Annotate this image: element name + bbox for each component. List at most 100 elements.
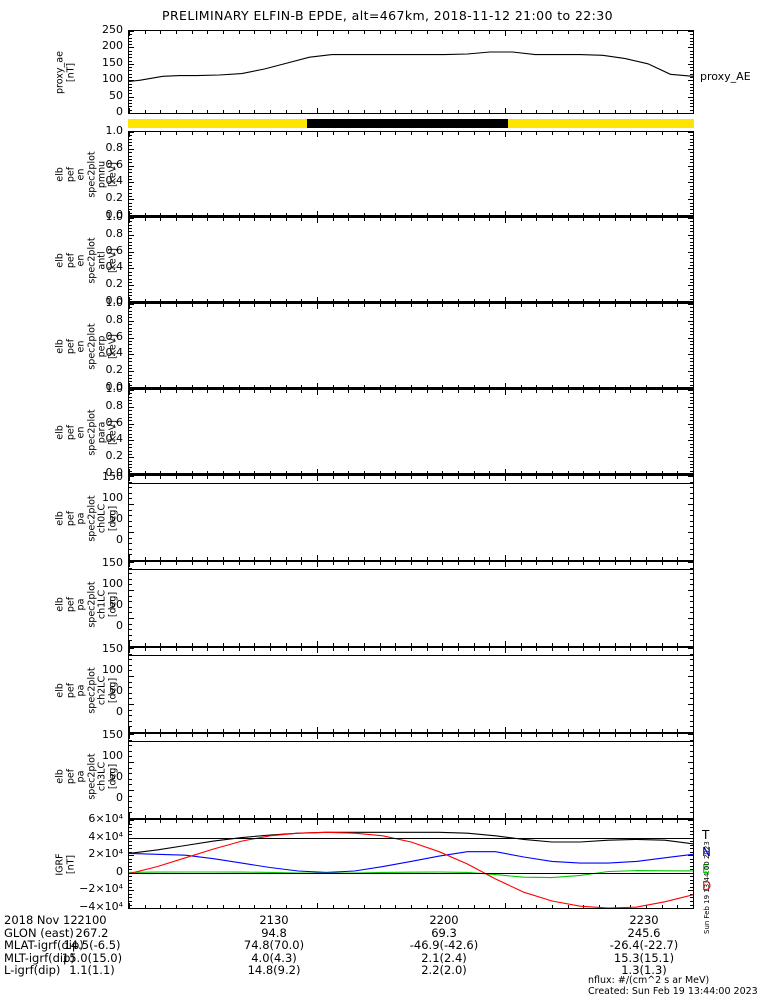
pa-guide-line	[129, 568, 693, 570]
series-T	[129, 831, 693, 854]
panel-pef-pa-ch2lc	[128, 647, 694, 733]
y-tick-label: 100	[102, 72, 123, 86]
y-axis-title-wrap: elb pef en spec2plot perp [keV]	[44, 315, 130, 378]
y-axis-title: proxy_ae [nT]	[54, 50, 76, 94]
y-axis-title-wrap: elb pef en spec2plot pmnu [keV]	[44, 143, 130, 206]
panel-ticks	[129, 562, 694, 647]
series-proxy_AE	[129, 51, 693, 83]
pa-guide-line	[129, 740, 693, 742]
y-axis-title-wrap: elb pef pa spec2plot ch1LC [deg]	[44, 573, 130, 636]
panel-ticks	[129, 734, 694, 819]
y-tick-label: 0.6	[105, 243, 124, 257]
y-axis-title: elb pef pa spec2plot ch3LC [deg]	[54, 752, 118, 800]
footer-row-label: L-igrf(dip)	[4, 963, 61, 978]
footer-cell: 2100	[77, 913, 107, 927]
y-axis-title: elb pef pa spec2plot ch1LC [deg]	[54, 580, 118, 628]
y-axis-title-wrap: IGRF [nT]	[21, 853, 111, 875]
y-tick-label: 0	[116, 791, 123, 805]
y-tick-label: 0	[116, 105, 123, 118]
y-tick-label: 50	[109, 598, 123, 612]
footer-cell: -26.4(-22.7)	[609, 938, 679, 953]
footer-cell: 1.1(1.1)	[69, 963, 115, 978]
footer-cell: 2130	[259, 913, 289, 927]
footer-cell: -46.9(-42.6)	[409, 938, 479, 953]
y-tick-label: 0.4	[105, 432, 124, 446]
y-axis-title-wrap: elb pef pa spec2plot ch2LC [deg]	[44, 659, 130, 722]
page-title: PRELIMINARY ELFIN-B EPDE, alt=467km, 201…	[162, 8, 613, 23]
y-tick-label: 100	[102, 577, 123, 591]
y-tick-label: 100	[102, 749, 123, 763]
y-tick-label: 6×10⁴	[88, 812, 123, 825]
y-tick-label: 100	[102, 491, 123, 505]
y-tick-label: 0.8	[105, 140, 124, 154]
y-tick-label: 0.4	[105, 174, 124, 188]
footer-cell: 2200	[429, 913, 459, 927]
y-tick-label: 0.2	[105, 277, 124, 291]
footer-cell: 74.8(70.0)	[243, 938, 305, 953]
footer-cell: 15.0(15.0)	[61, 950, 123, 965]
footer-cell: 1.3(1.3)	[621, 963, 667, 978]
proxy-ae-legend-label: proxy_AE	[700, 70, 751, 83]
y-tick-label: 0.0	[105, 294, 124, 307]
footer-cell: 14.5(-6.5)	[63, 938, 121, 953]
y-tick-label: 0.4	[105, 260, 124, 274]
y-tick-label: 0.6	[105, 329, 124, 343]
series-N	[129, 851, 693, 873]
y-tick-label: 1.0	[105, 382, 124, 395]
y-tick-label: 1.0	[105, 210, 124, 223]
igrf-legend-E: E	[702, 862, 710, 876]
y-tick-label: 0.4	[105, 346, 124, 360]
y-axis-title-wrap: elb pef en spec2plot para [keV]	[44, 401, 130, 464]
panel-pef-en-pmnu	[128, 131, 694, 217]
y-tick-label: 200	[102, 39, 123, 53]
y-tick-label: 250	[102, 23, 123, 36]
y-tick-label: 0.8	[105, 312, 124, 326]
igrf-legend-T: T	[702, 828, 710, 842]
footer-cell: 15.3(15.1)	[613, 950, 675, 965]
y-axis-title: elb pef en spec2plot para [keV]	[54, 408, 118, 456]
footer-cell: 2.2(2.0)	[421, 963, 467, 978]
y-axis-title: elb pef en spec2plot antl [keV]	[54, 236, 118, 284]
igrf-upper-line	[129, 837, 693, 839]
panel-ticks	[129, 476, 694, 561]
footer-notes: nflux: #/(cm^2 s ar MeV) Created: Sun Fe…	[588, 975, 758, 997]
y-axis-title-wrap: elb pef pa spec2plot ch0LC [deg]	[44, 487, 130, 550]
panel-ticks	[129, 304, 694, 389]
panel-ticks	[129, 390, 694, 475]
y-tick-label: 0.8	[105, 226, 124, 240]
y-tick-label: 2×10⁴	[88, 847, 123, 861]
footer-cell: 94.8	[261, 925, 287, 940]
y-tick-label: −4×10⁴	[79, 900, 123, 913]
y-tick-label: 1.0	[105, 296, 124, 309]
panel-pef-en-perp	[128, 303, 694, 389]
energy-guide-line	[129, 301, 693, 302]
energy-guide-line	[129, 473, 693, 474]
y-axis-title: elb pef pa spec2plot ch2LC [deg]	[54, 666, 118, 714]
y-axis-title-wrap: elb pef en spec2plot antl [keV]	[44, 229, 130, 292]
y-tick-label: 150	[102, 642, 123, 656]
panel-pef-en-para	[128, 389, 694, 475]
pa-guide-line	[129, 482, 693, 484]
footer-cell: 245.6	[627, 925, 661, 940]
y-tick-label: 0.0	[105, 466, 124, 479]
y-tick-label: 50	[109, 512, 123, 526]
y-tick-label: 50	[109, 88, 123, 102]
y-tick-label: 150	[102, 728, 123, 742]
energy-guide-line	[129, 215, 693, 216]
footer-cell: 4.0(4.3)	[251, 950, 297, 965]
y-axis-title-wrap: elb pef pa spec2plot ch3LC [deg]	[44, 745, 130, 808]
footer-row-label: MLT-igrf(dip)	[4, 950, 75, 965]
y-tick-label: 4×10⁴	[88, 829, 123, 843]
y-tick-label: 0.8	[105, 398, 124, 412]
y-tick-label: 150	[102, 55, 123, 69]
igrf-zero-line	[129, 872, 693, 874]
y-tick-label: −2×10⁴	[79, 882, 123, 896]
series-layer	[129, 831, 693, 908]
y-tick-label: 0.0	[105, 208, 124, 221]
panel-pef-pa-ch0lc	[128, 475, 694, 561]
y-tick-label: 0.6	[105, 415, 124, 429]
footer-cell: 2230	[629, 913, 659, 927]
y-tick-label: 0.2	[105, 363, 124, 377]
y-axis-title: IGRF [nT]	[54, 852, 76, 876]
